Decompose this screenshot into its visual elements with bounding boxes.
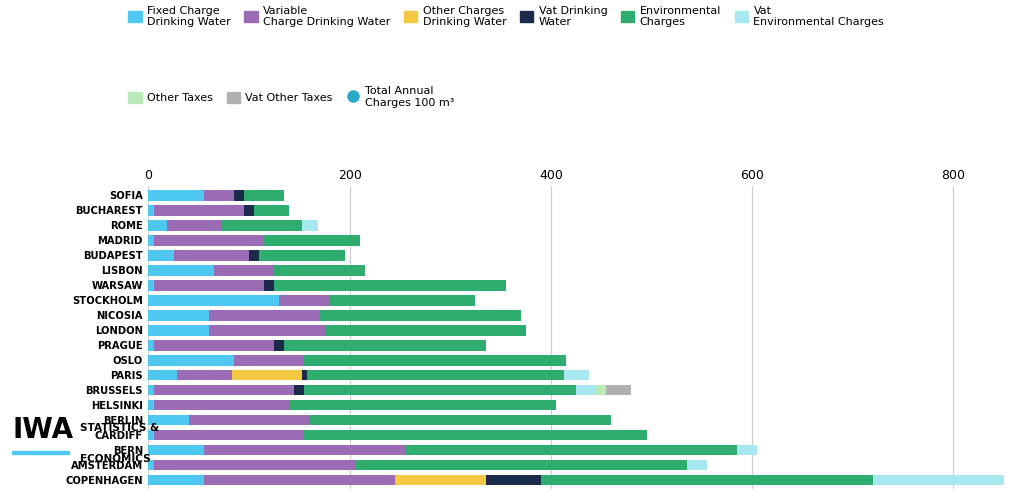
Bar	[304, 429, 646, 440]
Bar	[564, 370, 589, 381]
Bar	[154, 460, 354, 470]
Bar	[872, 474, 1004, 485]
Bar	[264, 280, 274, 291]
Bar	[541, 474, 872, 485]
Bar	[294, 385, 304, 396]
Bar	[148, 460, 154, 470]
Legend: Other Taxes, Vat Other Taxes, Total Annual
Charges 100 m³: Other Taxes, Vat Other Taxes, Total Annu…	[128, 86, 455, 108]
Bar	[148, 445, 204, 455]
Bar	[148, 355, 234, 365]
Bar	[214, 265, 274, 276]
Bar	[188, 415, 309, 425]
Bar	[259, 250, 345, 261]
Bar	[177, 370, 232, 381]
Bar	[204, 474, 395, 485]
Bar	[485, 474, 541, 485]
Bar	[302, 370, 307, 381]
Bar	[309, 415, 611, 425]
Bar	[209, 310, 319, 321]
Bar	[154, 340, 274, 351]
Bar	[204, 445, 406, 455]
Bar	[406, 445, 737, 455]
Bar	[596, 385, 606, 396]
Bar	[304, 355, 566, 365]
Bar	[167, 220, 222, 231]
Bar	[274, 340, 285, 351]
Bar	[148, 235, 154, 246]
Bar	[302, 220, 317, 231]
Bar	[274, 280, 506, 291]
Bar	[148, 340, 154, 351]
Text: ECONOMICS: ECONOMICS	[80, 454, 151, 464]
Bar	[325, 325, 525, 336]
Bar	[148, 400, 154, 410]
Bar	[244, 190, 285, 201]
Bar	[154, 385, 294, 396]
Bar	[148, 280, 154, 291]
Bar	[687, 460, 707, 470]
Bar	[222, 220, 302, 231]
Bar	[148, 310, 209, 321]
Bar	[290, 400, 556, 410]
Bar	[209, 325, 325, 336]
Bar	[148, 474, 204, 485]
Bar	[154, 235, 264, 246]
Bar	[737, 445, 757, 455]
Bar	[274, 265, 365, 276]
Bar	[148, 265, 214, 276]
Bar	[285, 340, 485, 351]
Legend: Fixed Charge
Drinking Water, Variable
Charge Drinking Water, Other Charges
Drink: Fixed Charge Drinking Water, Variable Ch…	[128, 6, 884, 27]
Bar	[148, 370, 177, 381]
Bar	[354, 460, 687, 470]
Bar	[204, 190, 234, 201]
Bar	[148, 250, 174, 261]
Text: STATISTICS &: STATISTICS &	[80, 423, 159, 433]
Bar	[244, 205, 254, 216]
Text: IWA: IWA	[12, 415, 74, 444]
Bar	[606, 385, 632, 396]
Bar	[232, 370, 302, 381]
Bar	[148, 325, 209, 336]
Bar	[234, 190, 244, 201]
Bar	[148, 385, 154, 396]
Bar	[577, 385, 596, 396]
Bar	[148, 429, 154, 440]
Bar	[174, 250, 249, 261]
Bar	[264, 235, 359, 246]
Bar	[148, 415, 188, 425]
Bar	[307, 370, 564, 381]
Bar	[254, 205, 290, 216]
Bar	[319, 310, 521, 321]
Bar	[234, 355, 304, 365]
Bar	[304, 385, 577, 396]
Bar	[148, 205, 154, 216]
Bar	[330, 295, 475, 305]
Bar	[154, 205, 244, 216]
Bar	[249, 250, 259, 261]
Bar	[148, 220, 167, 231]
Bar	[280, 295, 330, 305]
Bar	[148, 295, 280, 305]
Bar	[154, 429, 304, 440]
Bar	[154, 280, 264, 291]
Bar	[395, 474, 485, 485]
Bar	[154, 400, 290, 410]
Bar	[148, 190, 204, 201]
